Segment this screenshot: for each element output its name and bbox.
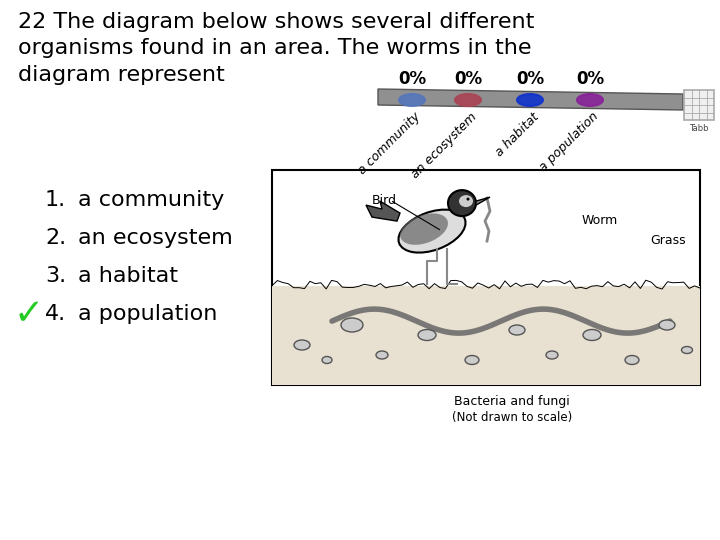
Ellipse shape: [341, 318, 363, 332]
Text: an ecosystem: an ecosystem: [78, 228, 233, 248]
Text: (Not drawn to scale): (Not drawn to scale): [451, 411, 572, 424]
Text: Bacteria and fungi: Bacteria and fungi: [454, 395, 570, 408]
Text: a population: a population: [537, 110, 601, 174]
Ellipse shape: [399, 94, 425, 106]
Ellipse shape: [509, 325, 525, 335]
Bar: [684, 90, 714, 120]
Text: Tabb: Tabb: [689, 124, 708, 133]
Ellipse shape: [376, 351, 388, 359]
Text: 2.: 2.: [45, 228, 66, 248]
Text: 22 The diagram below shows several different
organisms found in an area. The wor: 22 The diagram below shows several diffe…: [18, 12, 534, 85]
Ellipse shape: [322, 356, 332, 363]
Text: Bird: Bird: [372, 193, 397, 206]
Text: 1.: 1.: [45, 190, 66, 210]
Ellipse shape: [546, 351, 558, 359]
Text: a population: a population: [78, 304, 217, 324]
Text: 0%: 0%: [516, 70, 544, 88]
Bar: [272, 286, 700, 385]
Text: 0%: 0%: [454, 70, 482, 88]
Text: 4.: 4.: [45, 304, 66, 324]
Ellipse shape: [294, 340, 310, 350]
Text: 3.: 3.: [45, 266, 66, 286]
Ellipse shape: [400, 213, 448, 245]
Ellipse shape: [517, 94, 543, 106]
Ellipse shape: [659, 320, 675, 330]
Polygon shape: [378, 89, 683, 110]
Text: an ecosystem: an ecosystem: [408, 110, 480, 180]
Polygon shape: [366, 201, 400, 221]
Ellipse shape: [459, 195, 473, 207]
Bar: [272, 170, 700, 385]
Text: a community: a community: [356, 110, 423, 177]
Ellipse shape: [583, 329, 601, 341]
Ellipse shape: [448, 190, 476, 216]
Text: 0%: 0%: [576, 70, 604, 88]
Ellipse shape: [682, 347, 693, 354]
Ellipse shape: [577, 94, 603, 106]
Ellipse shape: [398, 210, 466, 253]
Text: a habitat: a habitat: [492, 110, 541, 159]
Text: Worm: Worm: [582, 213, 618, 226]
Text: ✓: ✓: [14, 297, 44, 331]
Ellipse shape: [418, 329, 436, 341]
Text: 0%: 0%: [398, 70, 426, 88]
Ellipse shape: [625, 355, 639, 364]
Polygon shape: [476, 197, 490, 205]
Ellipse shape: [465, 355, 479, 364]
Text: a habitat: a habitat: [78, 266, 178, 286]
Text: a community: a community: [78, 190, 224, 210]
Ellipse shape: [467, 198, 469, 200]
Ellipse shape: [455, 94, 481, 106]
Text: Grass: Grass: [650, 233, 685, 246]
